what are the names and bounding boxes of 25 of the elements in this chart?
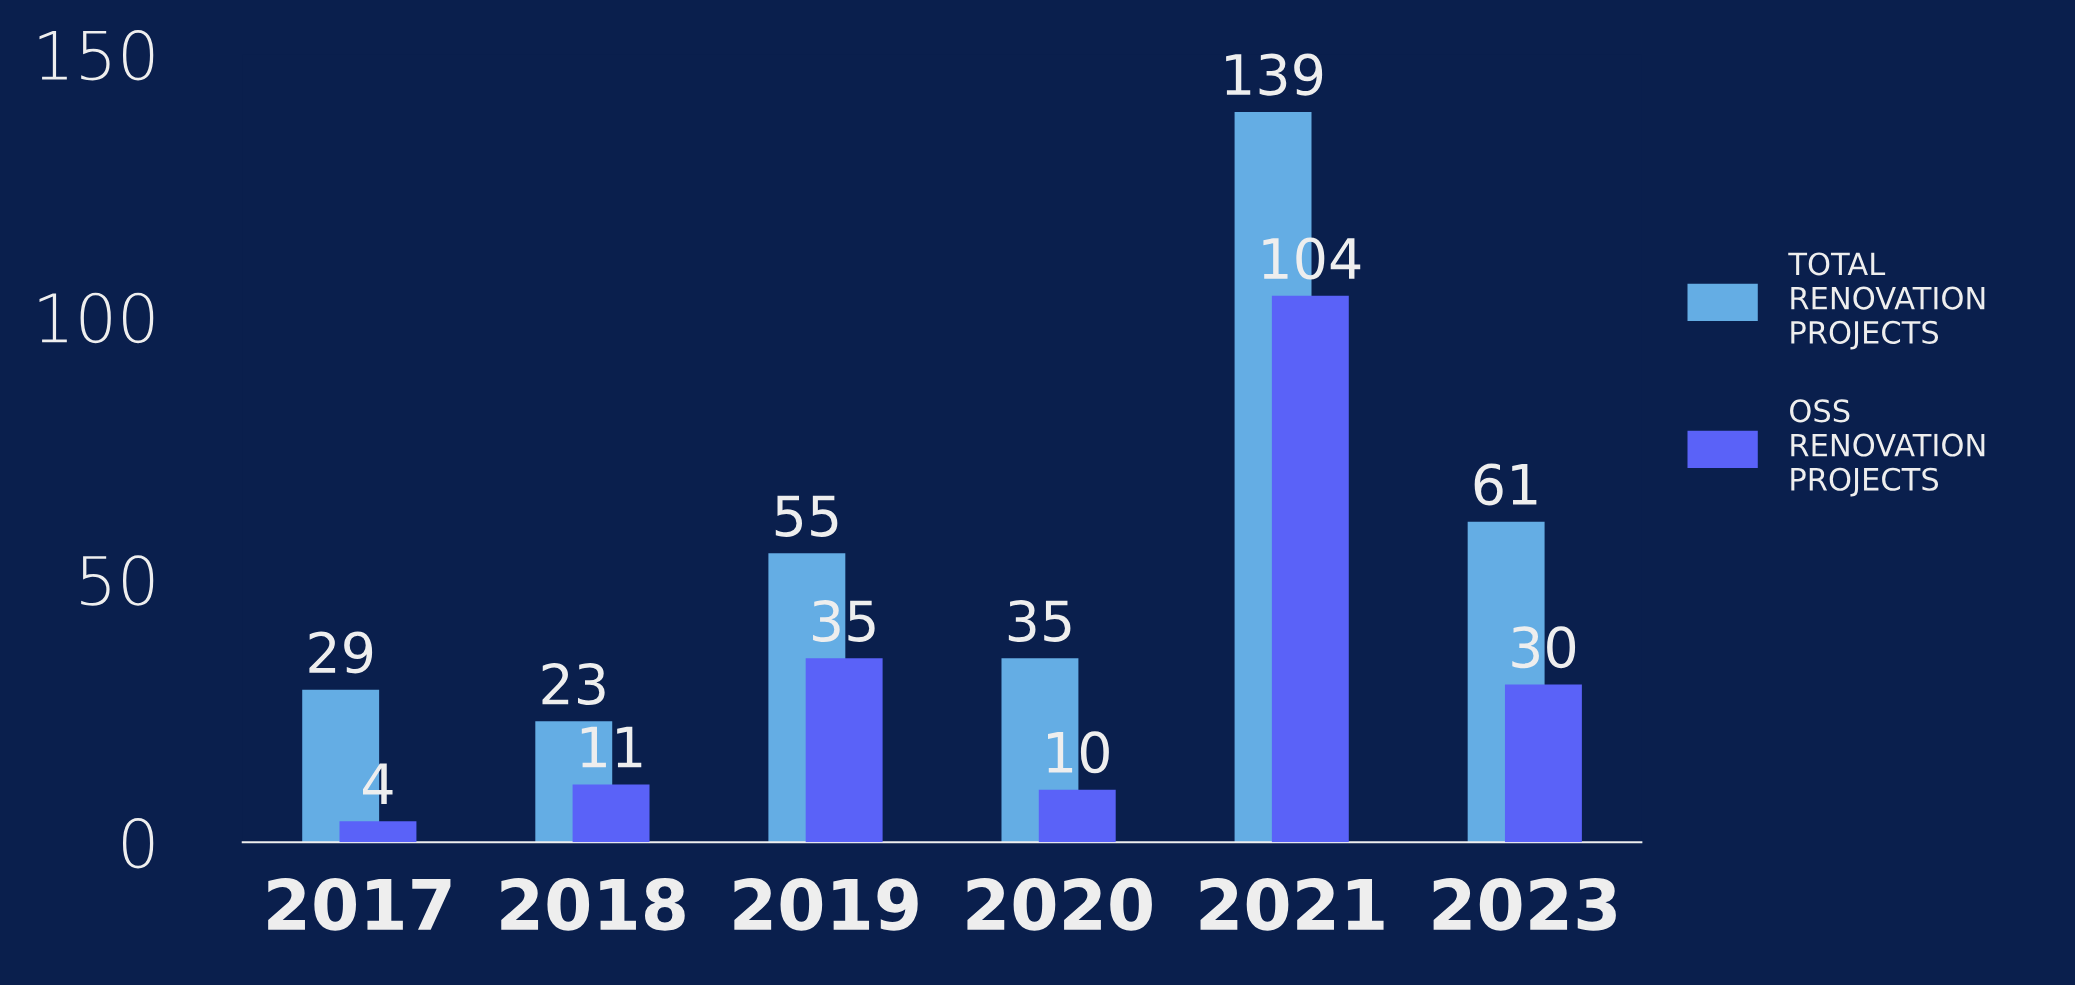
data-label: 55 [775,495,838,537]
x-tick-label: 2021 [1200,878,1384,931]
data-label: 23 [542,663,605,706]
bar [1271,295,1349,843]
y-tick-label: 100 [39,292,154,344]
x-tick-label: 2017 [268,878,451,931]
legend-label: OSS RENOVATION PROJECTS [1790,399,1985,497]
data-label: 10 [1048,731,1109,774]
data-label: 35 [1008,599,1071,642]
x-tick-label: 2023 [1433,878,1616,931]
y-tick-label: 150 [39,30,154,81]
legend-label: TOTAL RENOVATION PROJECTS [1788,252,1985,350]
bar [572,784,650,843]
y-tick-label: 0 [122,818,154,869]
bar [1504,684,1582,843]
bar [339,821,417,843]
data-label: 29 [309,631,373,674]
data-label: 139 [1226,53,1323,96]
x-tick-label: 2018 [501,878,685,931]
data-label: 61 [1474,463,1537,506]
bar [1038,789,1116,843]
y-tick-label: 50 [81,555,154,606]
x-tick-label: 2020 [967,878,1152,931]
bar [805,658,883,843]
x-tick-label: 2019 [734,878,918,931]
